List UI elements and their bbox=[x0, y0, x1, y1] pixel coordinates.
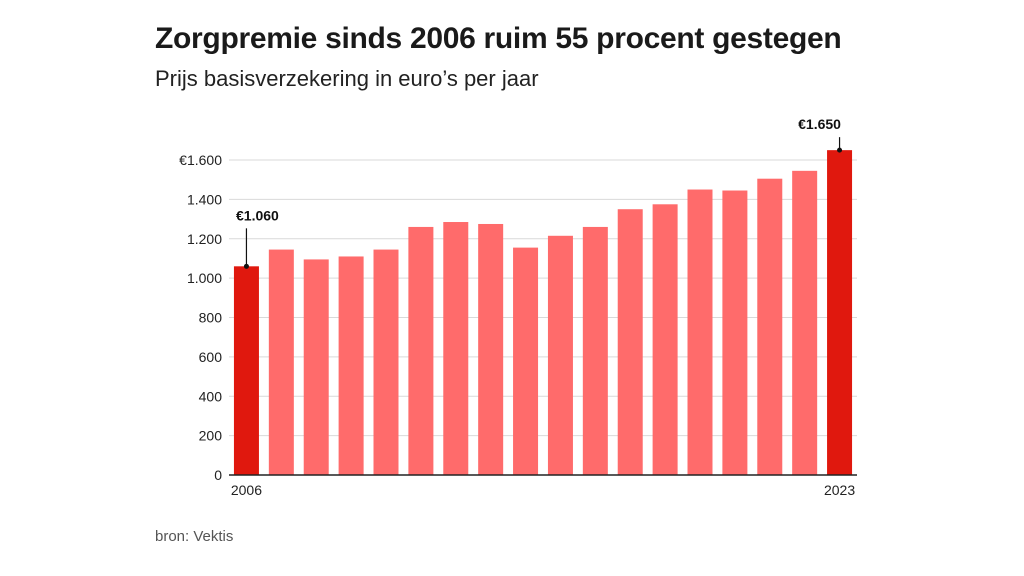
bar-2006 bbox=[233, 266, 259, 475]
bar-2010 bbox=[373, 249, 399, 475]
annotation-label: €1.650 bbox=[798, 116, 841, 132]
bar-2014 bbox=[513, 247, 539, 475]
bar-2013 bbox=[478, 223, 504, 475]
bar-2017 bbox=[617, 209, 643, 475]
bar-2007 bbox=[268, 249, 294, 475]
y-axis-ticks: 0 200 400 600 800 1.000 1.200 1.400 €1.600 bbox=[179, 152, 222, 483]
bar-2020 bbox=[722, 190, 748, 475]
y-tick-label: 800 bbox=[199, 310, 223, 326]
annotation-dot bbox=[243, 263, 249, 269]
chart-title: Zorgpremie sinds 2006 ruim 55 procent ge… bbox=[155, 22, 842, 55]
bars bbox=[233, 150, 853, 475]
annotation-label: €1.060 bbox=[236, 207, 279, 223]
bar-2008 bbox=[303, 259, 329, 475]
bar-2015 bbox=[547, 235, 573, 475]
bar-2018 bbox=[652, 204, 678, 475]
annotation-dot bbox=[837, 147, 843, 153]
x-axis-ticks: 2006 2023 bbox=[231, 482, 855, 498]
x-tick-label: 2006 bbox=[231, 482, 262, 498]
bar-2016 bbox=[582, 226, 608, 475]
y-tick-label: 1.200 bbox=[187, 231, 222, 247]
bar-2012 bbox=[443, 222, 469, 475]
y-tick-label: €1.600 bbox=[179, 152, 222, 168]
bar-2023 bbox=[827, 150, 853, 475]
bar-2021 bbox=[757, 178, 783, 475]
annotations: €1.060 €1.650 bbox=[236, 116, 843, 269]
bar-2009 bbox=[338, 256, 364, 475]
y-tick-label: 1.400 bbox=[187, 191, 222, 207]
y-tick-label: 1.000 bbox=[187, 270, 222, 286]
bar-2011 bbox=[408, 226, 434, 475]
chart-subtitle: Prijs basisverzekering in euro’s per jaa… bbox=[155, 66, 539, 91]
bar-2022 bbox=[792, 170, 818, 475]
gridlines bbox=[229, 159, 857, 437]
y-tick-label: 200 bbox=[199, 428, 223, 444]
bar-2019 bbox=[687, 189, 713, 475]
source-note: bron: Vektis bbox=[155, 528, 234, 545]
y-tick-label: 600 bbox=[199, 349, 223, 365]
y-tick-label: 0 bbox=[214, 467, 222, 483]
x-tick-label: 2023 bbox=[824, 482, 855, 498]
y-tick-label: 400 bbox=[199, 388, 223, 404]
